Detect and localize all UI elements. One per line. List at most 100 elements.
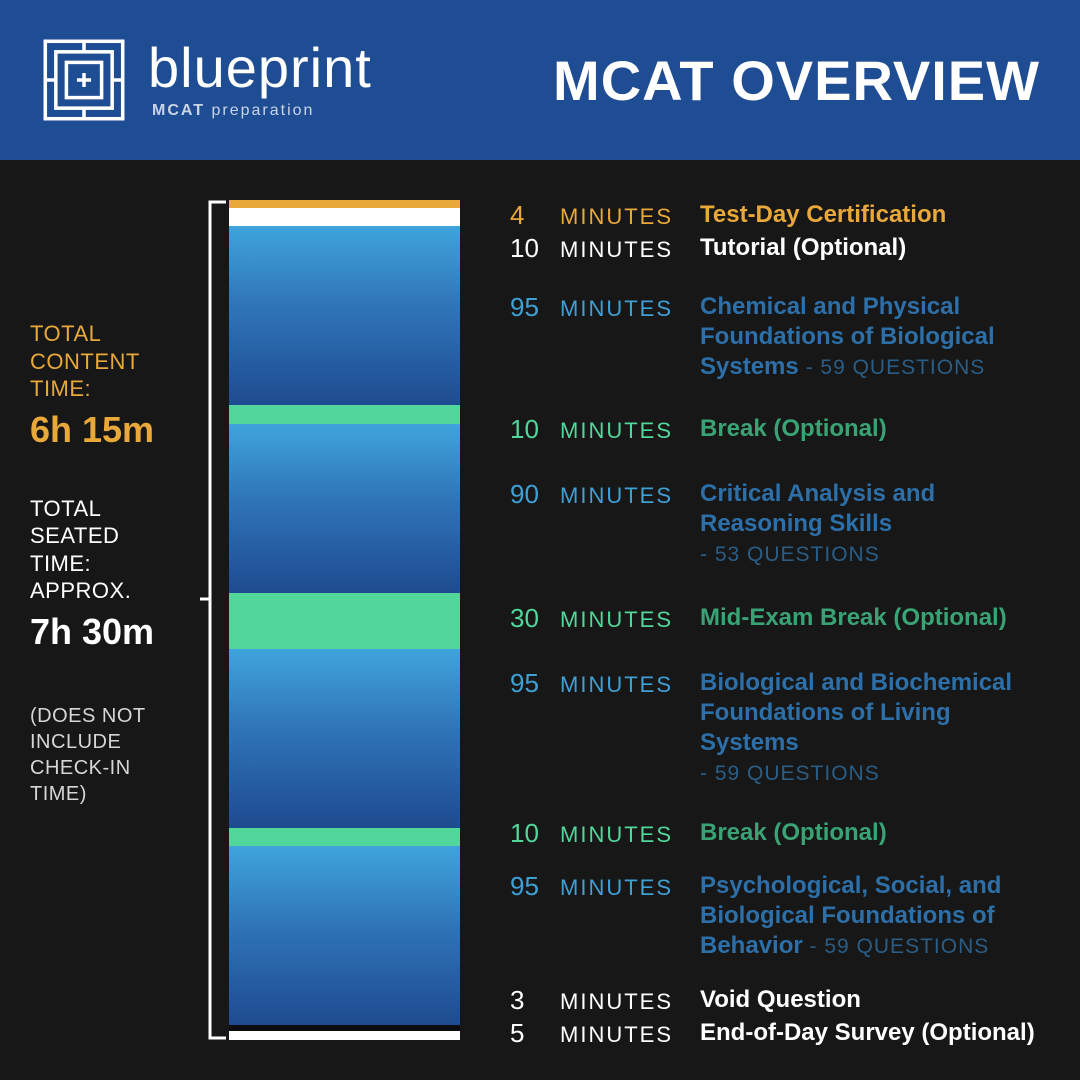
schedule-row: 95MINUTESPsychological, Social, and Biol… <box>510 871 1050 961</box>
label-line: CONTENT <box>30 349 140 374</box>
section-title: Test-Day Certification <box>700 201 946 228</box>
duration-unit: MINUTES <box>560 483 673 509</box>
schedule-row: 10 MINUTES Break (Optional) <box>510 414 1050 445</box>
schedule-row: 5 MINUTES End-of-Day Survey (Optional) <box>510 1018 1050 1049</box>
content: TOTAL CONTENT TIME: 6h 15m TOTAL SEATED … <box>0 160 1080 1080</box>
content-time-value: 6h 15m <box>30 409 200 451</box>
description-cell: End-of-Day Survey (Optional) <box>700 1018 1050 1048</box>
label-line: SEATED <box>30 523 119 548</box>
section-title: Break (Optional) <box>700 819 887 846</box>
section-title: Void Question <box>700 986 861 1013</box>
time-cell: 95 MINUTES <box>510 668 700 699</box>
description-cell: Critical Analysis and Reasoning Skills -… <box>700 479 1050 569</box>
brand-name: blueprint <box>148 40 372 96</box>
page-title: MCAT OVERVIEW <box>396 48 1040 113</box>
section-title: Critical Analysis and Reasoning Skills <box>700 480 935 537</box>
time-cell: 95 MINUTES <box>510 871 700 902</box>
time-cell: 10 MINUTES <box>510 414 700 445</box>
duration-unit: MINUTES <box>560 822 673 848</box>
time-cell: 95 MINUTES <box>510 292 700 323</box>
timeline-segment <box>229 593 460 649</box>
timeline-segment <box>229 208 460 227</box>
duration-number: 10 <box>510 818 548 849</box>
note-line: CHECK-IN <box>30 757 131 779</box>
summary-column: TOTAL CONTENT TIME: 6h 15m TOTAL SEATED … <box>30 200 200 1050</box>
description-cell: Tutorial (Optional) <box>700 233 1050 263</box>
duration-unit: MINUTES <box>560 989 673 1015</box>
question-count: - 59 QUESTIONS <box>799 356 986 379</box>
schedule-list: 4 MINUTES Test-Day Certification 10 MINUTES T… <box>460 200 1050 1050</box>
description-cell: Test-Day Certification <box>700 200 1050 230</box>
duration-number: 10 <box>510 233 548 264</box>
duration-number: 95 <box>510 292 548 323</box>
bracket-icon <box>200 200 228 1040</box>
duration-unit: MINUTES <box>560 296 673 322</box>
description-cell: Break (Optional) <box>700 414 1050 444</box>
description-cell: Chemical and Physical Foundations of Bio… <box>700 292 1050 382</box>
duration-number: 95 <box>510 871 548 902</box>
note-line: TIME) <box>30 783 87 805</box>
timeline-segment <box>229 649 460 828</box>
schedule-row: 95 MINUTES Biological and Biochemical Foun… <box>510 668 1050 788</box>
question-count: - 59 QUESTIONS <box>700 762 880 785</box>
section-title: Mid-Exam Break (Optional) <box>700 604 1007 631</box>
duration-number: 4 <box>510 200 548 231</box>
brand-subtitle: MCAT preparation <box>152 102 372 120</box>
description-cell: Void Question <box>700 985 1050 1015</box>
duration-number: 10 <box>510 414 548 445</box>
section-title: Biological and Biochemical Foundations o… <box>700 669 1012 756</box>
seated-time-label: TOTAL SEATED TIME: APPROX. <box>30 495 200 605</box>
schedule-row: 4 MINUTES Test-Day Certification <box>510 200 1050 231</box>
brand-text: blueprint MCAT preparation <box>148 40 372 120</box>
time-cell: 10 MINUTES <box>510 818 700 849</box>
note-line: (DOES NOT <box>30 705 146 727</box>
timeline-bar <box>228 200 460 1040</box>
duration-number: 90 <box>510 479 548 510</box>
section-title: End-of-Day Survey (Optional) <box>700 1019 1035 1046</box>
header: blueprint MCAT preparation MCAT OVERVIEW <box>0 0 1080 160</box>
schedule-row: 3 MINUTES Void Question <box>510 985 1050 1016</box>
duration-number: 5 <box>510 1018 548 1049</box>
question-count: - 59 QUESTIONS <box>803 935 990 958</box>
label-line: TOTAL <box>30 321 101 346</box>
seated-time-value: 7h 30m <box>30 611 200 653</box>
schedule-row: 10 MINUTES Break (Optional) <box>510 818 1050 849</box>
timeline-segment <box>229 424 460 593</box>
time-cell: 30 MINUTES <box>510 603 700 634</box>
duration-unit: MINUTES <box>560 1022 673 1048</box>
duration-unit: MINUTES <box>560 672 673 698</box>
brand-sub-bold: MCAT <box>152 102 205 119</box>
schedule-row: 95 MINUTES Chemical and Physical Foundatio… <box>510 292 1050 382</box>
label-line: APPROX. <box>30 578 131 603</box>
section-title: Tutorial (Optional) <box>700 234 906 261</box>
duration-unit: MINUTES <box>560 607 673 633</box>
duration-number: 30 <box>510 603 548 634</box>
timeline-segment <box>229 226 460 405</box>
timeline-bar-column <box>200 200 460 1050</box>
time-cell: 4 MINUTES <box>510 200 700 231</box>
duration-unit: MINUTES <box>560 204 673 230</box>
description-cell: Break (Optional) <box>700 818 1050 848</box>
label-line: TIME: <box>30 551 91 576</box>
section-title: Break (Optional) <box>700 415 887 442</box>
blueprint-logo-icon <box>40 36 128 124</box>
schedule-row: 10 MINUTES Tutorial (Optional) <box>510 233 1050 264</box>
description-cell: Biological and Biochemical Foundations o… <box>700 668 1050 788</box>
duration-unit: MINUTES <box>560 875 673 901</box>
question-count: - 53 QUESTIONS <box>700 543 880 566</box>
duration-unit: MINUTES <box>560 418 673 444</box>
timeline-segment <box>229 846 460 1025</box>
timeline-segment <box>229 828 460 847</box>
timeline-segment <box>229 1031 460 1040</box>
label-line: TOTAL <box>30 496 101 521</box>
duration-number: 95 <box>510 668 548 699</box>
label-line: TIME: <box>30 376 91 401</box>
note-line: INCLUDE <box>30 731 121 753</box>
time-cell: 3 MINUTES <box>510 985 700 1016</box>
time-cell: 90 MINUTES <box>510 479 700 510</box>
timeline-segment <box>229 405 460 424</box>
time-cell: 5 MINUTES <box>510 1018 700 1049</box>
time-cell: 10 MINUTES <box>510 233 700 264</box>
duration-unit: MINUTES <box>560 237 673 263</box>
duration-number: 3 <box>510 985 548 1016</box>
